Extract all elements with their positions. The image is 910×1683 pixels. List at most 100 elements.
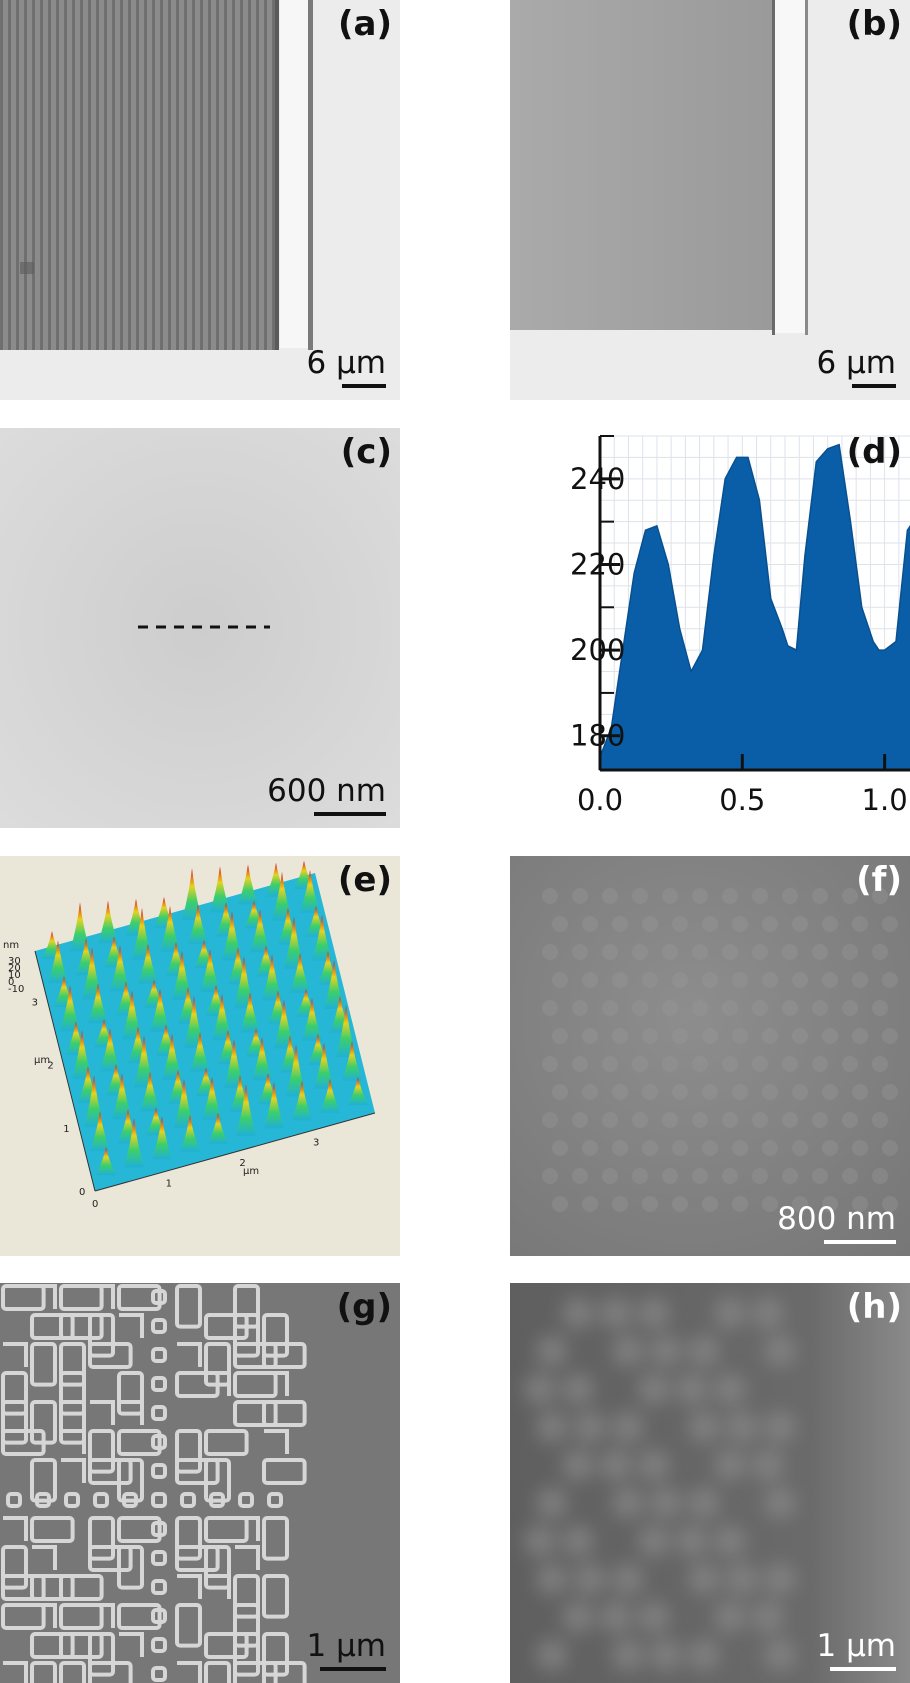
surface-dot (602, 1000, 618, 1016)
maze-segment (30, 1574, 75, 1601)
blob (600, 1297, 632, 1329)
maze-segment (175, 1371, 220, 1398)
maze-segment (151, 1608, 167, 1624)
maze-segment (204, 1458, 231, 1503)
blob (562, 1373, 594, 1405)
surface-dot (692, 888, 708, 904)
scale-bar-c: 600 nm (267, 774, 386, 816)
afm-y-unit: µm (34, 1055, 50, 1066)
maze-segment (262, 1661, 307, 1683)
afm-x-tick-label: 3 (313, 1137, 319, 1148)
blob (714, 1525, 746, 1557)
maze-segment (151, 1492, 167, 1508)
scale-bar-line-a (342, 384, 386, 388)
maze-segment (177, 1661, 202, 1683)
blob (638, 1373, 670, 1405)
surface-dot (542, 1000, 558, 1016)
blob (764, 1639, 796, 1671)
surface-dot (692, 1000, 708, 1016)
afm-peak (162, 1033, 182, 1080)
surface-dot (822, 972, 838, 988)
surface-dot (642, 916, 658, 932)
surface-dot (632, 1112, 648, 1128)
maze-segment (264, 1429, 289, 1454)
maze-segment (267, 1492, 283, 1508)
surface-dot (552, 1140, 568, 1156)
surface-dot (632, 944, 648, 960)
afm-peak (240, 992, 260, 1033)
surface-dot (762, 972, 778, 988)
panel-label-g: (g) (336, 1287, 392, 1327)
maze-segment (204, 1313, 249, 1340)
maze-segment (264, 1371, 289, 1396)
y-tick-label: 220 (570, 547, 625, 581)
afm-peak (250, 909, 270, 953)
maze-segment (35, 1492, 51, 1508)
scale-bar-line-g (320, 1667, 386, 1671)
surface-dot (812, 1000, 828, 1016)
afm-peak (72, 1030, 92, 1080)
maze-segment (175, 1458, 220, 1485)
surface-dot (732, 972, 748, 988)
blob (612, 1335, 644, 1367)
afm-peak (290, 952, 310, 993)
maze-segment (32, 1545, 57, 1570)
surface-dot (822, 1140, 838, 1156)
scale-bar-text-c: 600 nm (267, 773, 386, 809)
afm-peak (184, 995, 204, 1048)
surface-dot (552, 916, 568, 932)
surface-dot (692, 1112, 708, 1128)
surface-dot (872, 1168, 888, 1184)
surface-dot (872, 944, 888, 960)
maze-segment (117, 1516, 162, 1543)
maze-segment (206, 1371, 231, 1396)
panel-label-f: (f) (856, 860, 902, 900)
maze-segment (204, 1516, 249, 1543)
maze-segment (151, 1434, 167, 1450)
sem-image-a: (a) 6 µm (0, 0, 400, 400)
afm-peak (60, 985, 80, 1032)
maze-segment (117, 1458, 144, 1503)
afm-peak (174, 1078, 194, 1128)
maze-segment (90, 1284, 115, 1309)
sem-image-c: (c) 600 nm (0, 428, 400, 828)
maze-segment (30, 1313, 75, 1340)
maze-segment (90, 1603, 115, 1628)
maze-segment (32, 1284, 57, 1309)
intensity-profile-chart: (d) 180 200 220 240 0.0 0.5 1.0 (510, 428, 910, 828)
surface-dot (722, 1000, 738, 1016)
blob (612, 1639, 644, 1671)
afm-peak (202, 1076, 222, 1120)
surface-dot (702, 972, 718, 988)
blob (574, 1411, 606, 1443)
afm-peak (212, 994, 232, 1041)
surface-dot (662, 1112, 678, 1128)
maze-segment (151, 1318, 167, 1334)
surface-dot (792, 972, 808, 988)
scale-bar-g: 1 µm (307, 1629, 386, 1671)
surface-dot (732, 1028, 748, 1044)
blob (688, 1411, 720, 1443)
surface-dot (602, 1168, 618, 1184)
maze-segment (151, 1405, 167, 1421)
surface-dot (582, 972, 598, 988)
surface-dot (542, 944, 558, 960)
maze-segment (175, 1284, 202, 1329)
maze-segment (88, 1458, 133, 1485)
panel-label-e: (e) (337, 860, 392, 900)
surface-dot (852, 1196, 868, 1212)
maze-segment (88, 1429, 115, 1474)
afm-y-tick-label: 1 (63, 1124, 69, 1135)
afm-peak (348, 1076, 368, 1105)
surface-dot (662, 888, 678, 904)
grating-micrograph-b (510, 0, 910, 400)
surface-dot (822, 1084, 838, 1100)
surface-dot (632, 1056, 648, 1072)
afm-z-tick-label: 20 (8, 963, 21, 974)
surface-micrograph-f (510, 856, 910, 1256)
maze-segment (30, 1516, 75, 1543)
surface-dot (642, 972, 658, 988)
afm-z-tick-label: 30 (8, 956, 21, 967)
surface-dot (872, 1000, 888, 1016)
blob (536, 1335, 568, 1367)
